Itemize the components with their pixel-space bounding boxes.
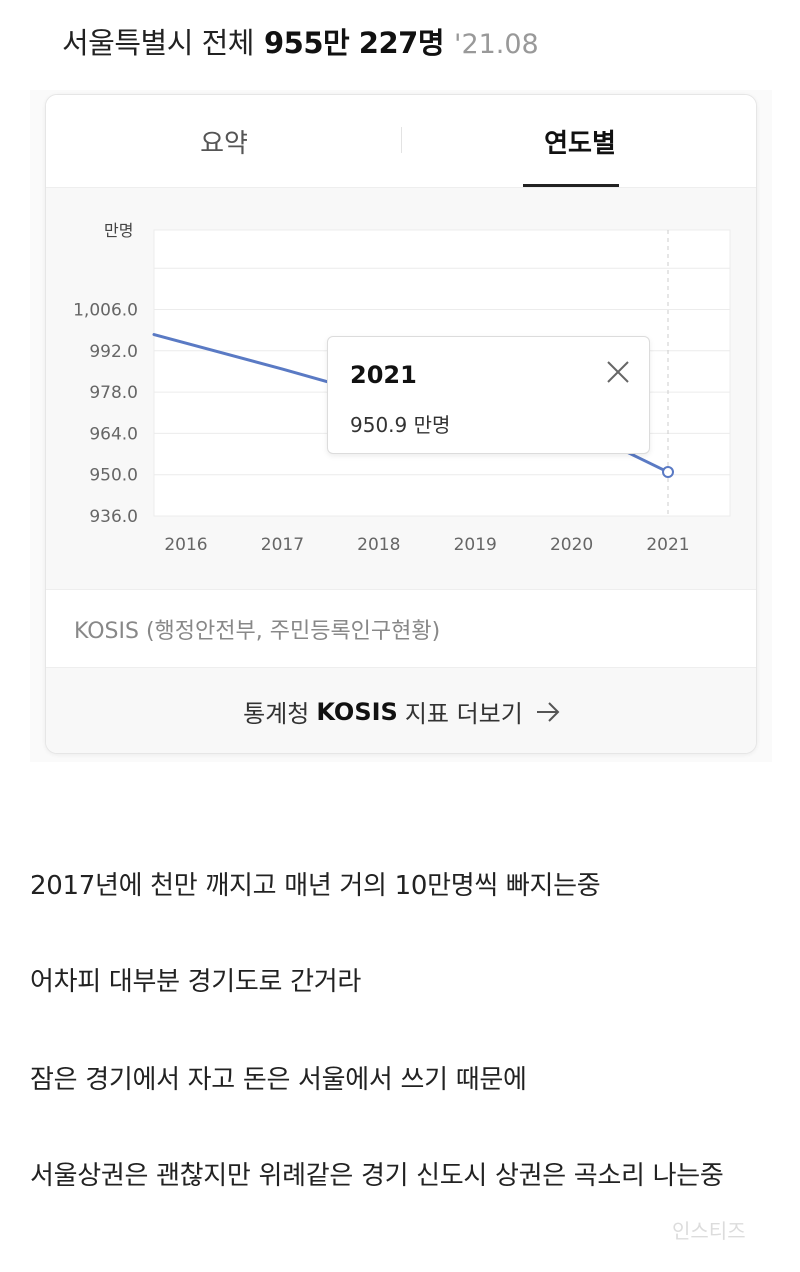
y-axis-unit-label: 만명 bbox=[104, 221, 133, 240]
more-link-suffix: 지표 더보기 bbox=[404, 700, 523, 728]
highlight-point[interactable] bbox=[662, 466, 674, 479]
x-tick-label: 2016 bbox=[164, 535, 207, 555]
tab-bar: 요약 연도별 bbox=[46, 95, 756, 187]
active-tab-indicator bbox=[523, 184, 619, 187]
source-row: KOSIS (행정안전부, 주민등록인구현황) bbox=[46, 589, 756, 667]
y-tick-label: 964.0 bbox=[89, 424, 138, 444]
x-tick-label: 2018 bbox=[357, 535, 400, 555]
x-tick-label: 2017 bbox=[261, 535, 304, 555]
population-total: 955만 227명 bbox=[263, 26, 445, 60]
x-tick-label: 2019 bbox=[454, 535, 497, 555]
x-tick-label: 2020 bbox=[550, 535, 593, 555]
x-tick-label: 2021 bbox=[646, 535, 689, 555]
tooltip-value: 950.9 만명 bbox=[350, 413, 451, 437]
more-link-prefix: 통계청 bbox=[243, 700, 310, 728]
tab-summary[interactable]: 요약 bbox=[200, 128, 248, 159]
more-indicators-link[interactable]: 통계청 KOSIS 지표 더보기 bbox=[46, 667, 756, 753]
y-tick-label: 992.0 bbox=[89, 342, 138, 362]
close-icon[interactable] bbox=[603, 357, 633, 387]
y-tick-label: 1,006.0 bbox=[73, 301, 138, 321]
line-chart-area: 1,006.0 992.0 978.0 964.0 950.0 936.0 2016 201… bbox=[46, 187, 756, 589]
reference-date: '21.08 bbox=[454, 29, 539, 60]
comment-line-4: 서울상권은 괜찮지만 위례같은 경기 신도시 상권은 곡소리 나는중 bbox=[30, 1161, 724, 1191]
watermark-logo: 인스티즈 bbox=[672, 1219, 746, 1243]
page-header: 서울특별시 전체 955만 227명 '21.08 bbox=[62, 20, 539, 70]
data-source: KOSIS (행정안전부, 주민등록인구현황) bbox=[74, 618, 441, 644]
tab-divider bbox=[401, 127, 402, 153]
region-title: 서울특별시 전체 bbox=[62, 26, 254, 60]
y-tick-label: 978.0 bbox=[89, 383, 138, 403]
arrow-right-icon bbox=[536, 701, 560, 722]
statistics-card: 요약 연도별 1,006.0 992.0 978.0 964.0 950.0 936.0 … bbox=[45, 94, 757, 754]
tooltip-year: 2021 bbox=[350, 361, 417, 389]
y-tick-label: 936.0 bbox=[89, 507, 138, 527]
more-link-brand: KOSIS bbox=[316, 697, 398, 726]
comment-line-3: 잠은 경기에서 자고 돈은 서울에서 쓰기 때문에 bbox=[30, 1065, 527, 1095]
data-tooltip: 2021 950.9 만명 bbox=[327, 336, 650, 454]
comment-line-2: 어차피 대부분 경기도로 간거라 bbox=[30, 967, 361, 997]
comment-line-1: 2017년에 천만 깨지고 매년 거의 10만명씩 빠지는중 bbox=[30, 871, 601, 901]
y-tick-label: 950.0 bbox=[89, 466, 138, 486]
tab-yearly[interactable]: 연도별 bbox=[544, 128, 616, 159]
